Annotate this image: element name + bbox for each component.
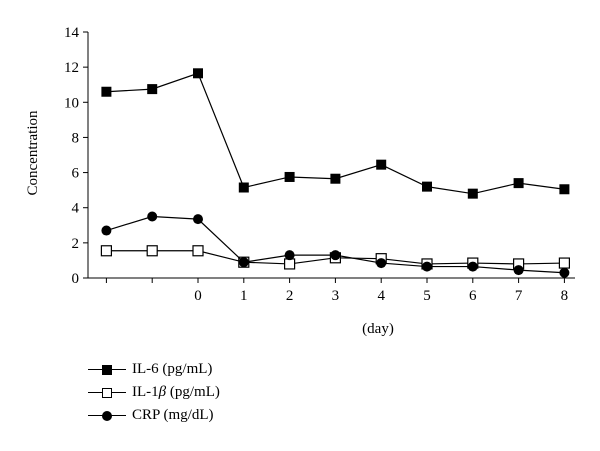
legend: IL-6 (pg/mL) IL-1β (pg/mL) CRP (mg/dL) [88, 358, 220, 427]
x-tick-label: 3 [332, 288, 340, 304]
legend-item-crp: CRP (mg/dL) [88, 404, 220, 427]
data-point [330, 173, 341, 184]
data-point [559, 267, 570, 278]
y-tick-label: 6 [72, 166, 80, 182]
y-tick-label: 12 [64, 60, 79, 76]
data-point [559, 184, 570, 195]
series-group [100, 68, 571, 278]
y-axis-title: Concentration [25, 110, 41, 195]
series-il6 [101, 68, 570, 199]
y-tick-label: 2 [72, 236, 80, 252]
x-tick-label: 5 [423, 288, 431, 304]
x-tick-label: 6 [469, 288, 477, 304]
data-point [467, 188, 478, 199]
data-point [422, 181, 432, 192]
legend-label-crp: CRP (mg/dL) [132, 407, 214, 423]
legend-symbol-il1b [88, 387, 126, 399]
data-point [238, 182, 249, 193]
x-tick-label: 0 [194, 288, 202, 304]
data-point [376, 159, 387, 170]
data-point [147, 211, 158, 222]
legend-symbol-crp [88, 410, 126, 422]
x-tick-label: 1 [240, 288, 248, 304]
filled-square-marker-icon [102, 364, 112, 375]
data-point [467, 261, 478, 272]
data-point [193, 68, 203, 79]
y-tick-label: 10 [64, 95, 79, 111]
data-point [284, 171, 295, 182]
series-line [106, 215, 565, 274]
series-crp [101, 211, 570, 278]
y-tick-label: 0 [72, 271, 80, 287]
data-point [238, 257, 249, 268]
data-point [558, 257, 571, 269]
data-point [101, 225, 112, 236]
x-axis-title: (day) [362, 321, 394, 337]
data-point [376, 258, 387, 269]
data-point [513, 265, 524, 276]
x-tick-label: 4 [377, 288, 385, 304]
data-point [147, 84, 158, 95]
data-point [192, 245, 204, 257]
x-tick-label: 2 [286, 288, 294, 304]
open-square-marker-icon [102, 387, 112, 398]
data-point [101, 86, 112, 97]
data-point [146, 245, 158, 257]
y-tick-label: 8 [72, 130, 80, 146]
data-point [284, 258, 296, 270]
data-point [193, 214, 203, 225]
data-point [513, 178, 524, 189]
legend-symbol-il6 [88, 364, 126, 376]
data-point [100, 245, 113, 257]
legend-label-il6: IL-6 (pg/mL) [132, 361, 213, 377]
legend-item-il6: IL-6 (pg/mL) [88, 358, 220, 381]
data-point [422, 261, 432, 272]
legend-label-il1b: IL-1β (pg/mL) [132, 384, 220, 400]
filled-circle-marker-icon [102, 410, 112, 421]
y-tick-label: 14 [64, 25, 80, 41]
data-point [284, 250, 295, 261]
data-point [330, 250, 341, 261]
x-tick-label: 8 [561, 288, 569, 304]
x-tick-label: 7 [515, 288, 523, 304]
y-tick-label: 4 [72, 201, 80, 217]
legend-item-il1b: IL-1β (pg/mL) [88, 381, 220, 404]
